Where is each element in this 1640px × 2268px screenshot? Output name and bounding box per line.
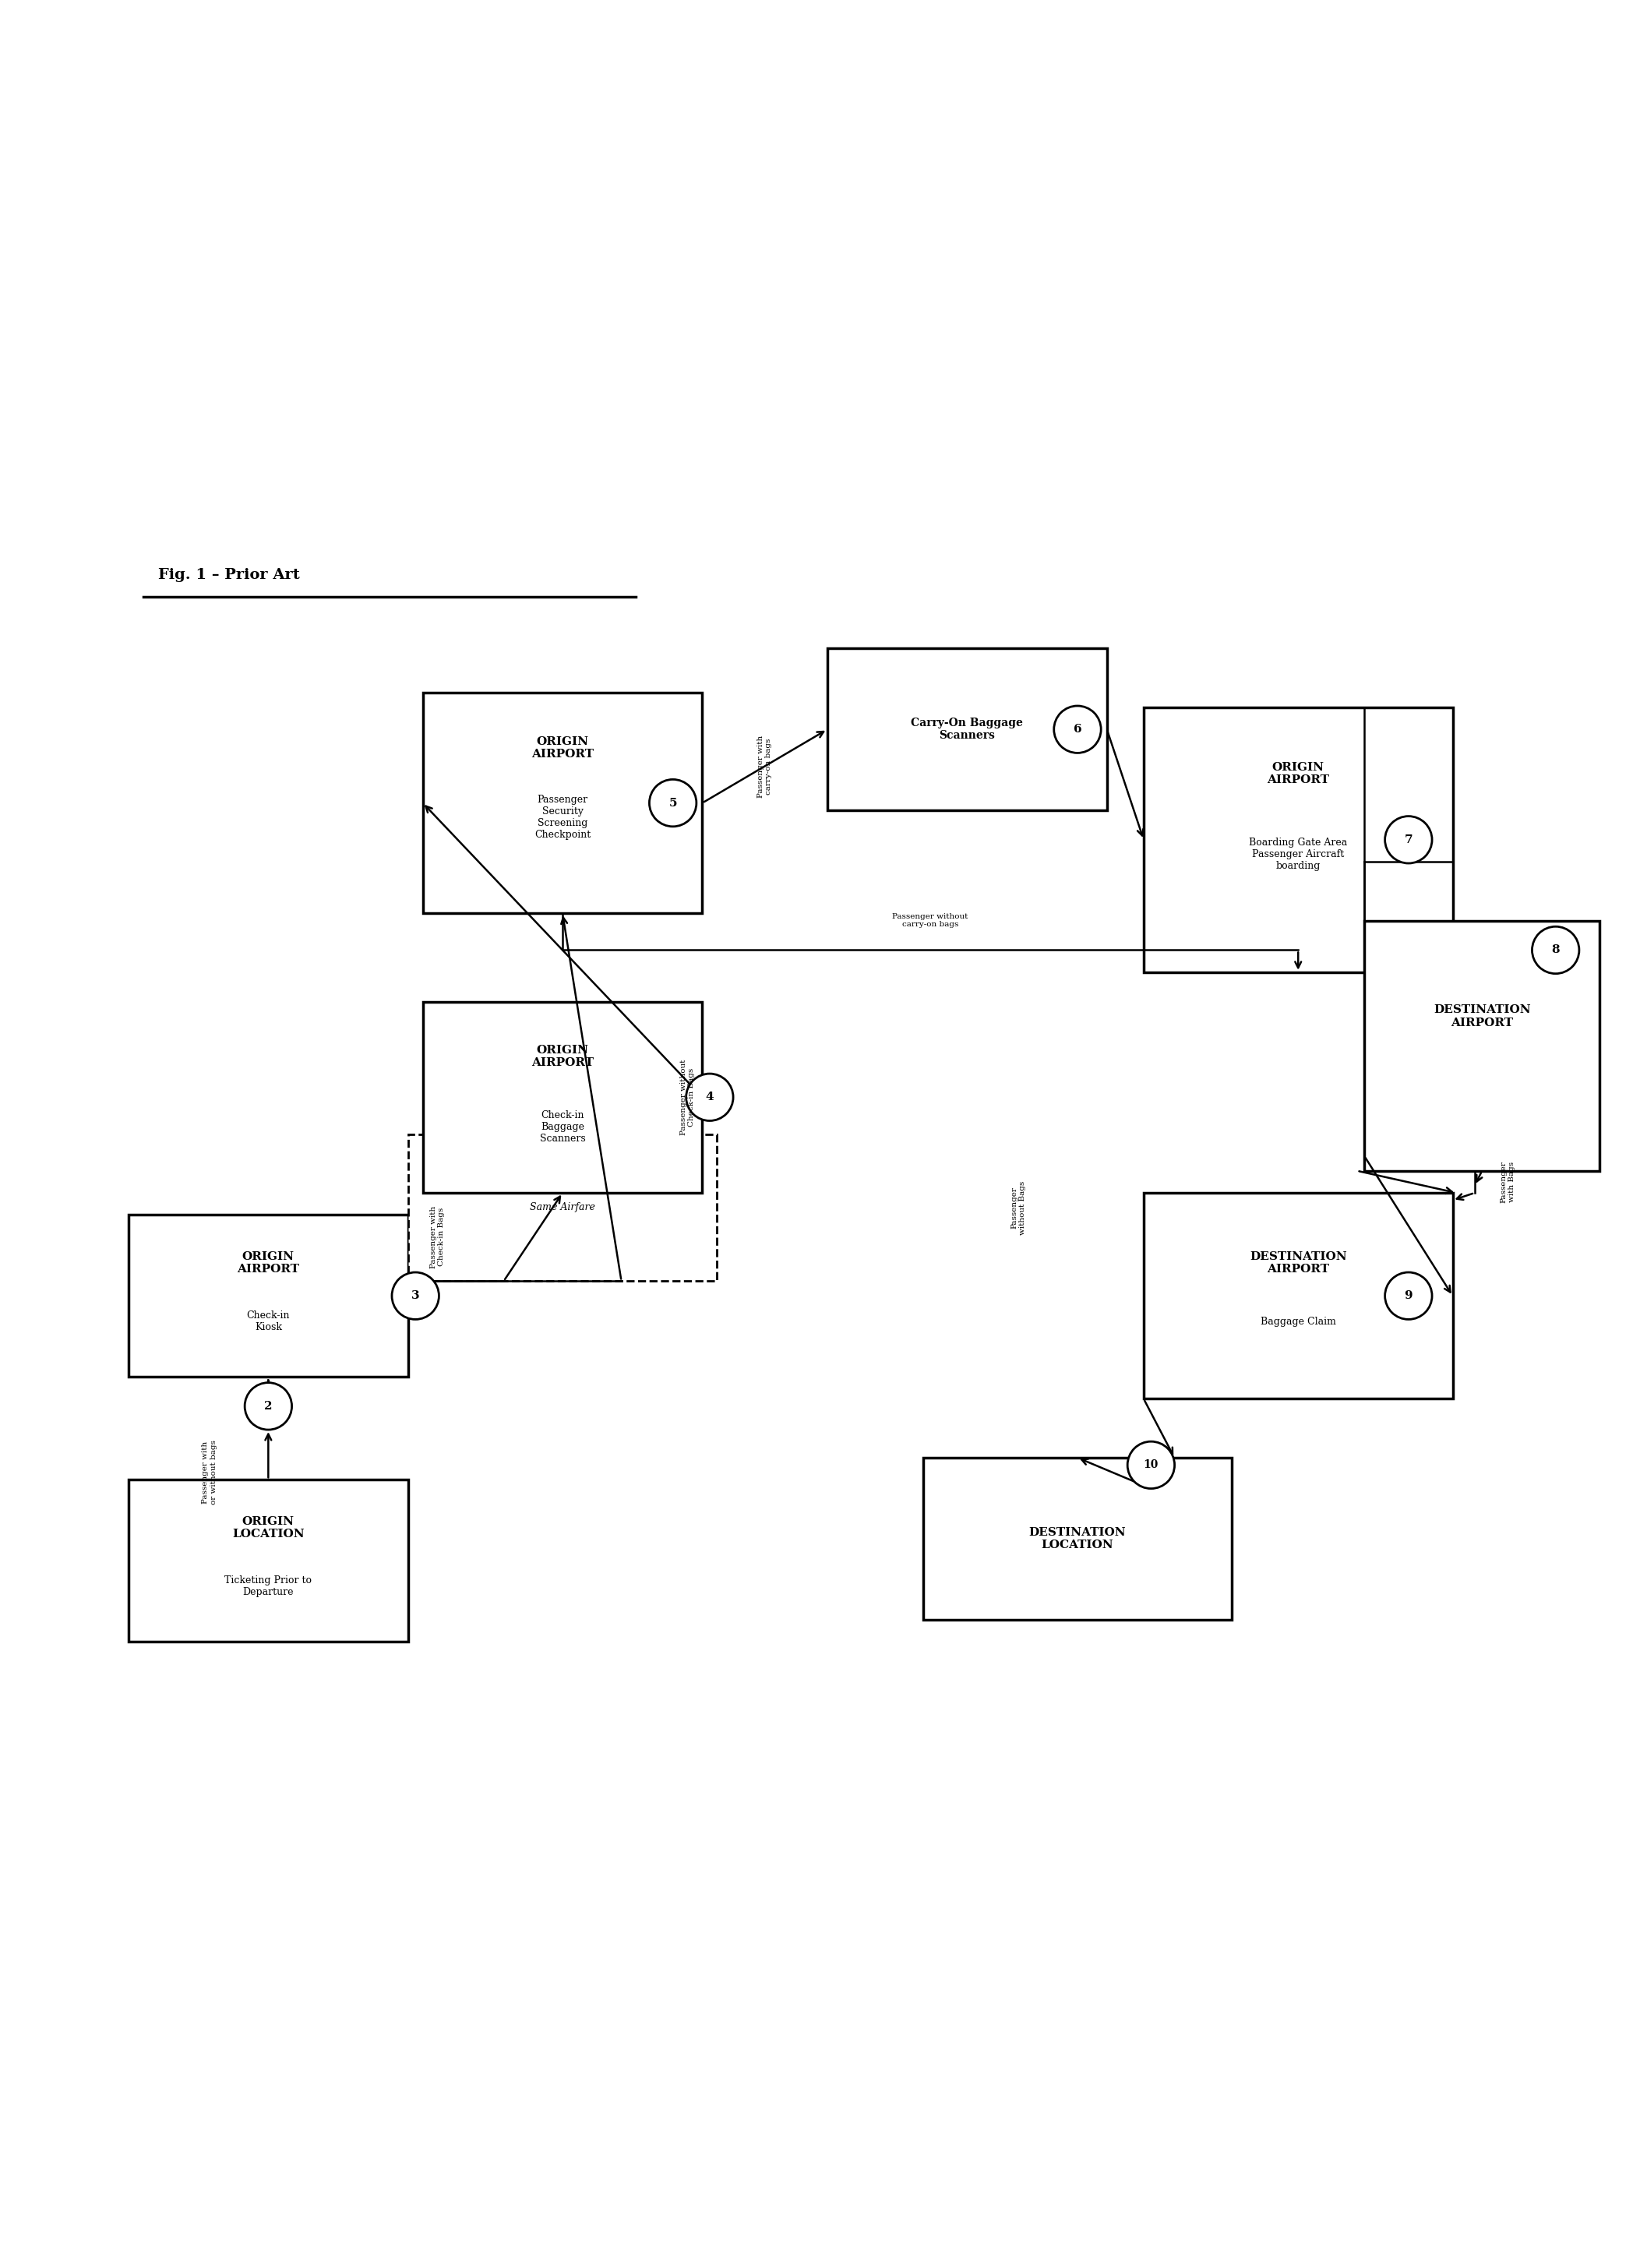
- Text: Passenger with
Check-in Bags: Passenger with Check-in Bags: [430, 1207, 444, 1268]
- Text: 8: 8: [1551, 946, 1560, 955]
- Circle shape: [244, 1383, 292, 1429]
- Text: ORIGIN
AIRPORT: ORIGIN AIRPORT: [531, 737, 594, 760]
- Text: 10: 10: [1143, 1461, 1158, 1470]
- Text: Passenger with
or without bags: Passenger with or without bags: [202, 1440, 216, 1504]
- Text: Carry-On Baggage
Scanners: Carry-On Baggage Scanners: [912, 717, 1023, 742]
- Text: 7: 7: [1404, 835, 1412, 846]
- Text: DESTINATION
AIRPORT: DESTINATION AIRPORT: [1250, 1252, 1346, 1275]
- Bar: [1364, 921, 1599, 1170]
- Text: Passenger without
Check-in Bags: Passenger without Check-in Bags: [681, 1059, 695, 1136]
- Bar: [1143, 1193, 1453, 1399]
- Text: Boarding Gate Area
Passenger Aircraft
boarding: Boarding Gate Area Passenger Aircraft bo…: [1250, 837, 1348, 871]
- Text: Passenger
Security
Screening
Checkpoint: Passenger Security Screening Checkpoint: [535, 796, 590, 839]
- Circle shape: [649, 780, 697, 826]
- Text: 3: 3: [412, 1290, 420, 1302]
- Text: Check-in
Baggage
Scanners: Check-in Baggage Scanners: [540, 1109, 585, 1143]
- Text: Check-in
Kiosk: Check-in Kiosk: [246, 1311, 290, 1334]
- Text: Same Airfare: Same Airfare: [530, 1202, 595, 1213]
- Bar: [423, 1002, 702, 1193]
- Bar: [128, 1216, 408, 1377]
- Circle shape: [1532, 928, 1579, 973]
- Text: ORIGIN
AIRPORT: ORIGIN AIRPORT: [531, 1046, 594, 1068]
- Text: ORIGIN
AIRPORT: ORIGIN AIRPORT: [238, 1252, 300, 1275]
- Text: DESTINATION
LOCATION: DESTINATION LOCATION: [1028, 1526, 1127, 1551]
- Bar: [923, 1458, 1232, 1619]
- Text: Baggage Claim: Baggage Claim: [1261, 1315, 1337, 1327]
- Text: 4: 4: [705, 1091, 713, 1102]
- Circle shape: [1055, 705, 1100, 753]
- Text: DESTINATION
AIRPORT: DESTINATION AIRPORT: [1433, 1005, 1530, 1027]
- Text: ORIGIN
LOCATION: ORIGIN LOCATION: [233, 1515, 305, 1540]
- Circle shape: [1127, 1442, 1174, 1488]
- Bar: [408, 1134, 717, 1281]
- Text: Passenger without
carry-on bags: Passenger without carry-on bags: [892, 914, 968, 928]
- Circle shape: [1384, 816, 1432, 864]
- Circle shape: [1384, 1272, 1432, 1320]
- Text: Passenger with
carry-on bags: Passenger with carry-on bags: [758, 735, 772, 798]
- Bar: [827, 649, 1107, 810]
- Text: Ticketing Prior to
Departure: Ticketing Prior to Departure: [225, 1576, 312, 1597]
- Text: ORIGIN
AIRPORT: ORIGIN AIRPORT: [1268, 762, 1330, 785]
- Circle shape: [686, 1073, 733, 1120]
- Bar: [128, 1479, 408, 1642]
- Text: Passenger
with Bags: Passenger with Bags: [1501, 1161, 1515, 1202]
- Text: 9: 9: [1404, 1290, 1412, 1302]
- Text: Fig. 1 – Prior Art: Fig. 1 – Prior Art: [157, 567, 300, 583]
- Circle shape: [392, 1272, 440, 1320]
- Text: 2: 2: [264, 1402, 272, 1411]
- Bar: [1143, 708, 1453, 973]
- Text: 6: 6: [1073, 723, 1082, 735]
- Text: Passenger
without Bags: Passenger without Bags: [1010, 1182, 1027, 1234]
- Bar: [423, 692, 702, 914]
- Text: 5: 5: [669, 798, 677, 807]
